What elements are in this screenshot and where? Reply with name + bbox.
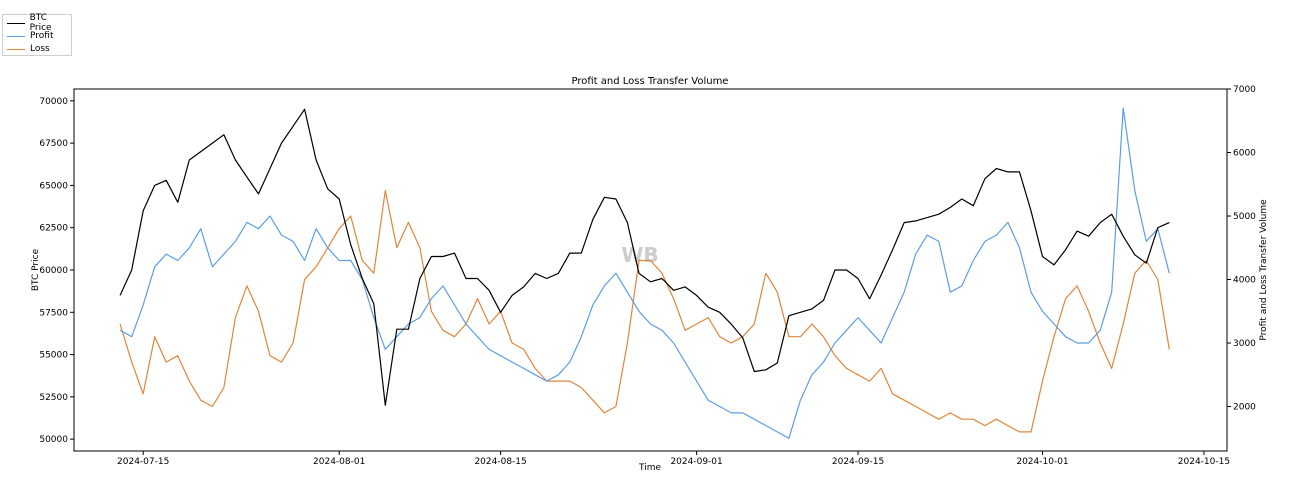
left-tick-label: 52500 xyxy=(39,393,68,403)
right-axis-ticks: 2000 3000 4000 5000 6000 7000 xyxy=(1227,85,1256,413)
right-tick-label: 2000 xyxy=(1233,403,1256,413)
right-axis-label: Profit and Loss Transfer Volume xyxy=(1259,199,1269,341)
x-tick-label: 2024-09-15 xyxy=(832,457,884,467)
right-tick-label: 3000 xyxy=(1233,339,1256,349)
right-tick-label: 4000 xyxy=(1233,276,1256,286)
legend-swatch-loss xyxy=(7,48,25,50)
right-tick-label: 7000 xyxy=(1233,85,1256,95)
left-tick-label: 62500 xyxy=(39,224,68,234)
x-tick-label: 2024-09-01 xyxy=(670,457,722,467)
left-tick-label: 57500 xyxy=(39,308,68,318)
left-tick-label: 50000 xyxy=(39,435,68,445)
left-tick-label: 55000 xyxy=(39,351,68,361)
legend-item-btc-price: BTC Price xyxy=(7,13,71,33)
left-tick-label: 60000 xyxy=(39,266,68,276)
left-axis-ticks: 50000 52500 55000 57500 60000 62500 65000 67500… xyxy=(39,97,74,445)
chart-title: Profit and Loss Transfer Volume xyxy=(572,76,729,87)
left-axis-label: BTC Price xyxy=(31,248,41,291)
legend-swatch-btc-price xyxy=(7,22,25,24)
x-tick-label: 2024-10-15 xyxy=(1178,457,1230,467)
legend-swatch-profit xyxy=(7,35,25,37)
x-tick-label: 2024-08-01 xyxy=(313,457,365,467)
series-line-btc-price xyxy=(119,108,1170,406)
right-tick-label: 6000 xyxy=(1233,149,1256,159)
series-line-profit xyxy=(119,107,1170,439)
legend: BTC Price Profit Loss xyxy=(2,13,72,56)
legend-item-loss: Loss xyxy=(7,43,50,55)
series-layer xyxy=(119,107,1170,439)
legend-label-loss: Loss xyxy=(30,44,50,54)
plot-frame xyxy=(73,88,1228,452)
x-tick-label: 2024-10-01 xyxy=(1016,457,1068,467)
legend-label-profit: Profit xyxy=(30,31,54,41)
left-tick-label: 65000 xyxy=(39,181,68,191)
left-tick-label: 67500 xyxy=(39,139,68,149)
x-axis-ticks: 2024-07-15 2024-08-01 2024-08-15 2024-09-01… xyxy=(117,451,1230,467)
legend-label-btc-price: BTC Price xyxy=(29,13,52,33)
x-tick-label: 2024-08-15 xyxy=(474,457,526,467)
series-line-loss xyxy=(119,190,1170,433)
x-axis-label: Time xyxy=(638,463,661,473)
left-tick-label: 70000 xyxy=(39,97,68,107)
legend-item-profit: Profit xyxy=(7,30,53,42)
x-tick-label: 2024-07-15 xyxy=(117,457,169,467)
right-tick-label: 5000 xyxy=(1233,212,1256,222)
